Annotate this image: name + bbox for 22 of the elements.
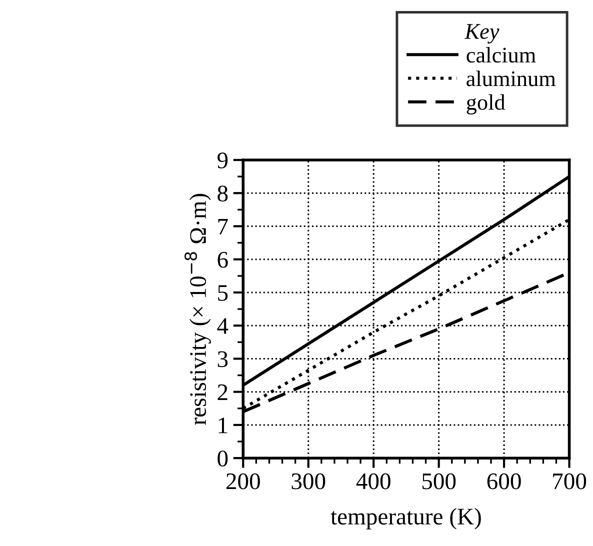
x-axis-title: temperature (K) bbox=[330, 508, 481, 530]
x-tick-label: 300 bbox=[292, 473, 326, 490]
y-axis-title: resistivity (× 10$^{−8}$ Ω·m) bbox=[184, 194, 211, 425]
legend-label: aluminum bbox=[466, 70, 556, 86]
x-tick-label: 600 bbox=[487, 473, 521, 490]
x-tick-label: 400 bbox=[356, 473, 390, 490]
legend-label: gold bbox=[466, 94, 506, 114]
y-tick-label: 1 bbox=[218, 418, 228, 434]
y-tick-label: 9 bbox=[218, 152, 228, 168]
y-tick-label: 7 bbox=[218, 218, 228, 234]
x-tick-label: 500 bbox=[422, 473, 456, 490]
legend-title: Key bbox=[464, 24, 500, 44]
y-tick-label: 5 bbox=[218, 285, 228, 301]
y-tick-label: 8 bbox=[218, 186, 228, 202]
x-tick-label: 200 bbox=[226, 473, 260, 490]
y-tick-label: 3 bbox=[218, 351, 228, 368]
x-tick-label: 700 bbox=[553, 473, 586, 490]
y-tick-label: 0 bbox=[218, 450, 228, 467]
y-tick-label: 4 bbox=[217, 318, 228, 334]
y-tick-label: 2 bbox=[218, 384, 228, 400]
legend-label: calcium bbox=[466, 47, 536, 63]
y-tick-label: 6 bbox=[218, 252, 228, 268]
